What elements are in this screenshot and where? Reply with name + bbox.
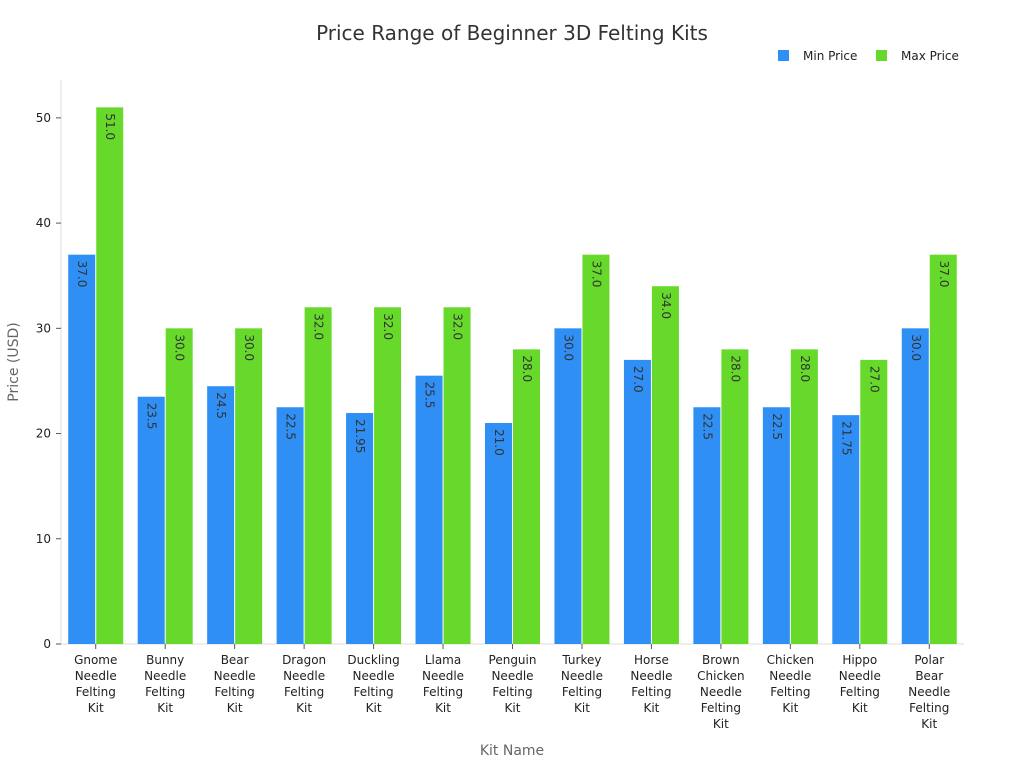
x-tick-label: Brown Chicken Needle Felting Kit: [697, 653, 744, 731]
max-price-bar: [304, 307, 332, 644]
max-price-bar-label: 30.0: [173, 334, 187, 361]
y-tick-label: 50: [36, 111, 51, 125]
x-tick-label: Chicken Needle Felting Kit: [767, 653, 814, 715]
max-price-bar-label: 32.0: [381, 313, 395, 340]
max-price-bar-label: 30.0: [242, 334, 256, 361]
x-axis-title: Kit Name: [480, 743, 544, 759]
max-price-bar: [860, 359, 888, 644]
legend: Min Price Max Price: [778, 49, 959, 63]
max-price-bar: [165, 328, 193, 644]
min-price-bar: [415, 375, 443, 644]
min-price-bar-label: 27.0: [631, 366, 645, 393]
max-price-bar-label: 37.0: [589, 261, 603, 288]
min-price-bar: [485, 423, 512, 644]
max-price-bar: [235, 328, 263, 644]
min-price-bar: [276, 407, 304, 644]
max-price-bar-label: 51.0: [103, 113, 117, 140]
min-price-bar-label: 37.0: [75, 261, 89, 288]
min-price-bar: [762, 407, 790, 644]
max-price-bar-label: 28.0: [728, 355, 742, 382]
max-price-bar-label: 28.0: [520, 355, 534, 382]
max-price-bar: [374, 307, 402, 644]
min-price-bar-label: 30.0: [909, 334, 923, 361]
min-price-bar: [207, 386, 235, 644]
min-price-bar: [68, 254, 96, 645]
x-tick-label: Penguin Needle Felting Kit: [489, 653, 537, 715]
min-price-bar: [137, 396, 165, 644]
min-price-bar: [901, 328, 929, 644]
y-tick-label: 20: [36, 427, 51, 441]
min-price-bar-label: 21.0: [492, 429, 506, 456]
min-price-bar: [554, 328, 582, 644]
max-price-bar: [513, 349, 540, 644]
y-tick-label: 10: [36, 532, 51, 546]
min-price-bar: [693, 407, 721, 644]
legend-min-price-label: Min Price: [803, 49, 857, 63]
min-price-bar-label: 22.5: [700, 413, 714, 440]
min-price-bar-label: 21.95: [353, 419, 367, 453]
max-price-bar: [790, 349, 818, 644]
x-tick-label: Gnome Needle Felting Kit: [74, 653, 117, 715]
max-price-bar: [443, 307, 471, 644]
y-axis-title: Price (USD): [6, 322, 22, 401]
x-tick-label: Polar Bear Needle Felting Kit: [908, 653, 950, 731]
x-tick-label: Hippo Needle Felting Kit: [839, 653, 881, 715]
max-price-bar-label: 37.0: [937, 261, 951, 288]
max-price-bar: [582, 254, 610, 645]
max-price-bar: [96, 107, 124, 644]
x-tick-label: Horse Needle Felting Kit: [630, 653, 672, 715]
max-price-bar-label: 28.0: [798, 355, 812, 382]
max-price-bar-label: 32.0: [312, 313, 326, 340]
x-tick-label: Duckling Needle Felting Kit: [347, 653, 399, 715]
min-price-bar-label: 30.0: [561, 334, 575, 361]
chart-title: Price Range of Beginner 3D Felting Kits: [316, 21, 708, 45]
min-price-bar-label: 22.5: [284, 413, 298, 440]
y-tick-label: 40: [36, 216, 51, 230]
x-tick-label: Dragon Needle Felting Kit: [282, 653, 326, 715]
max-price-bar: [929, 254, 957, 645]
y-tick-label: 0: [43, 637, 51, 651]
min-price-bar-label: 22.5: [770, 413, 784, 440]
min-price-bar-label: 25.5: [423, 382, 437, 409]
min-price-bar-label: 23.5: [145, 403, 159, 430]
min-price-bar-label: 24.5: [214, 392, 228, 419]
min-price-bar: [346, 413, 374, 644]
max-price-bar-label: 34.0: [659, 292, 673, 319]
x-tick-label: Bunny Needle Felting Kit: [144, 653, 186, 715]
min-price-bar-label: 21.75: [839, 421, 853, 455]
min-price-bar: [623, 359, 651, 644]
x-tick-label: Turkey Needle Felting Kit: [561, 653, 603, 715]
max-price-bar-label: 32.0: [451, 313, 465, 340]
legend-max-price-label: Max Price: [901, 49, 959, 63]
max-price-bar: [721, 349, 749, 644]
min-price-bar: [832, 415, 860, 644]
x-tick-label: Bear Needle Felting Kit: [214, 653, 256, 715]
max-price-bar: [651, 286, 679, 644]
max-price-bar-label: 27.0: [867, 366, 881, 393]
legend-max-price-swatch: [876, 50, 887, 61]
plot-area: 0 10 20 30 40 50 37.0 51.0 Gnome Needle Felting Kit…: [36, 80, 964, 731]
y-tick-label: 30: [36, 321, 51, 335]
x-tick-label: Llama Needle Felting Kit: [422, 653, 464, 715]
legend-min-price-swatch: [778, 50, 789, 61]
